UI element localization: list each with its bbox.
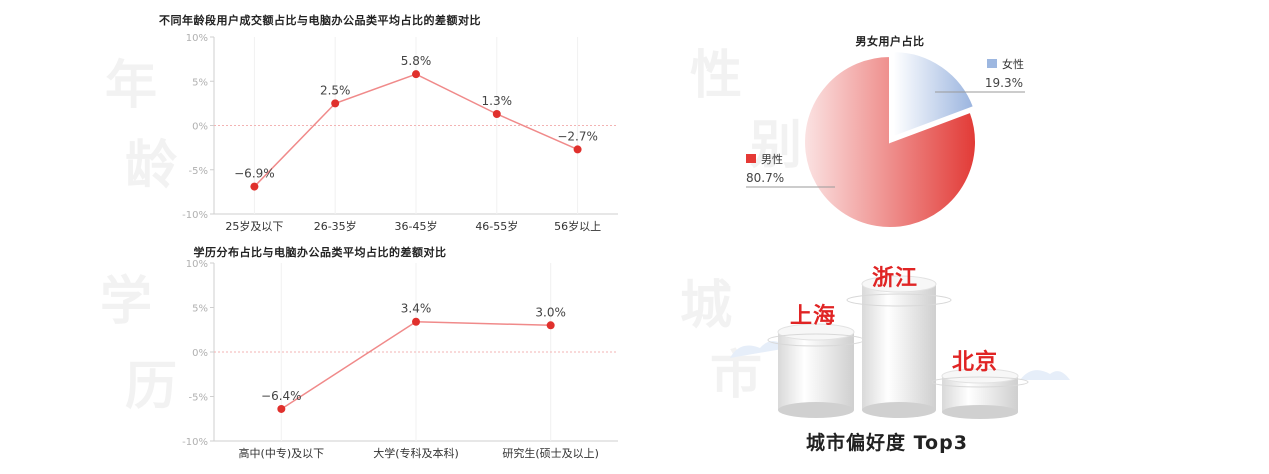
- city-podium-panel: 城 市: [680, 240, 1090, 474]
- x-tick-label: 56岁以上: [554, 219, 601, 233]
- pie-slice: [892, 50, 976, 139]
- y-tick-label: 0%: [192, 122, 208, 133]
- data-point: [412, 317, 420, 326]
- gender-pie-panel: 性 别 男女用户占比 女性 19.3% 男性 80.7%: [690, 0, 1090, 236]
- x-tick-label: 大学(专科及本科): [373, 446, 459, 460]
- slice-value-label: 80.7%: [746, 171, 784, 185]
- watermark-char: 城: [680, 276, 733, 336]
- y-tick-label: 10%: [186, 33, 208, 44]
- data-label: 3.4%: [401, 302, 432, 316]
- data-label: 5.8%: [401, 54, 432, 68]
- edu-chart-title: 学历分布占比与电脑办公品类平均占比的差额对比: [193, 246, 447, 259]
- cloud-decoration: [730, 341, 788, 358]
- y-tick-label: 5%: [192, 77, 208, 88]
- watermark-char: 别: [750, 116, 803, 176]
- x-tick-label: 26-35岁: [314, 219, 357, 233]
- y-tick-label: 5%: [192, 304, 208, 315]
- data-label: −6.4%: [261, 389, 302, 403]
- podium-illustration: [730, 275, 1070, 419]
- watermark-char: 历: [125, 357, 178, 417]
- city-third-label: 北京: [952, 350, 999, 375]
- edu-line-chart: 10% 5% 0% -5% -10% −6.4% 3.4% 3.0% 高中(中专)及以下 大学(专…: [182, 259, 618, 460]
- watermark-char: 学: [100, 272, 153, 332]
- edu-chart-panel: 学 历 学历分布占比与电脑办公品类平均占比的差额对比 10% 5% 0% -5% -10…: [0, 236, 640, 474]
- x-tick-label: 25岁及以下: [225, 219, 283, 233]
- y-tick-label: -5%: [189, 393, 208, 404]
- city-second-label: 上海: [790, 304, 837, 329]
- pie-slice: [803, 54, 977, 229]
- watermark-char: 龄: [125, 136, 178, 196]
- cloud-decoration: [1020, 370, 1070, 380]
- y-tick-label: -5%: [189, 166, 208, 177]
- y-tick-label: 10%: [186, 259, 208, 270]
- y-tick-label: -10%: [182, 437, 208, 448]
- data-point: [250, 182, 259, 191]
- city-first-label: 浙江: [872, 266, 919, 291]
- data-point: [492, 109, 501, 118]
- data-label: −2.7%: [557, 129, 598, 143]
- gender-chart-title: 男女用户占比: [855, 35, 925, 48]
- legend-swatch: [746, 154, 756, 163]
- data-label: 2.5%: [320, 83, 351, 97]
- podium-second: [767, 323, 865, 418]
- podium-first: [846, 275, 952, 418]
- legend-swatch: [987, 59, 997, 68]
- data-label: 3.0%: [535, 305, 566, 319]
- gender-pie-chart: 女性 19.3% 男性 80.7%: [746, 50, 1025, 229]
- city-preference-caption: 城市偏好度 Top3: [806, 432, 968, 454]
- data-point: [412, 70, 420, 79]
- watermark-char: 性: [690, 46, 743, 106]
- age-chart-panel: 年 龄 不同年龄段用户成交额占比与电脑办公品类平均占比的差额对比 10% 5% 0%…: [0, 0, 640, 236]
- age-chart-title: 不同年龄段用户成交额占比与电脑办公品类平均占比的差额对比: [159, 14, 481, 27]
- podium-third: [931, 368, 1029, 419]
- data-label: −6.9%: [234, 167, 275, 181]
- x-tick-label: 46-55岁: [475, 219, 518, 233]
- watermark-char: 年: [105, 56, 158, 116]
- legend-label: 男性: [761, 152, 783, 166]
- data-point: [546, 321, 555, 330]
- y-tick-label: -10%: [182, 210, 208, 221]
- x-tick-label: 研究生(硕士及以上): [502, 446, 599, 460]
- age-line-chart: 10% 5% 0% -5% -10% −6.9% 2.5% 5.8% 1.3% −2.7% 25岁及…: [182, 33, 618, 233]
- y-tick-label: 0%: [192, 348, 208, 359]
- data-label: 1.3%: [482, 94, 513, 108]
- x-tick-label: 高中(中专)及以下: [239, 446, 325, 460]
- data-point: [573, 145, 582, 154]
- x-tick-label: 36-45岁: [395, 219, 438, 233]
- data-point: [331, 99, 340, 108]
- data-point: [277, 404, 286, 413]
- watermark-char: 市: [710, 346, 763, 406]
- legend-label: 女性: [1002, 57, 1024, 71]
- slice-value-label: 19.3%: [985, 76, 1023, 90]
